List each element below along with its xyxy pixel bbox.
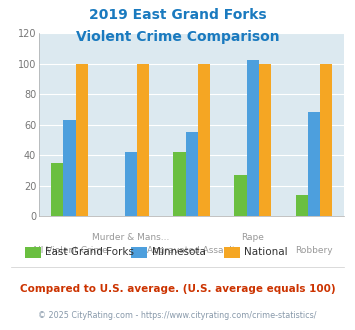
Bar bbox=[76, 63, 88, 216]
Bar bbox=[173, 152, 186, 216]
Bar bbox=[295, 195, 308, 216]
Bar bbox=[51, 163, 64, 216]
Text: East Grand Forks: East Grand Forks bbox=[45, 248, 134, 257]
Bar bbox=[308, 112, 320, 216]
Bar bbox=[125, 152, 137, 216]
Text: Murder & Mans...: Murder & Mans... bbox=[92, 233, 169, 242]
Text: All Violent Crime: All Violent Crime bbox=[32, 247, 108, 255]
Text: Minnesota: Minnesota bbox=[152, 248, 206, 257]
Text: Compared to U.S. average. (U.S. average equals 100): Compared to U.S. average. (U.S. average … bbox=[20, 284, 335, 294]
Text: Rape: Rape bbox=[241, 233, 264, 242]
Text: © 2025 CityRating.com - https://www.cityrating.com/crime-statistics/: © 2025 CityRating.com - https://www.city… bbox=[38, 311, 317, 320]
Text: Aggravated Assault: Aggravated Assault bbox=[147, 247, 236, 255]
Bar bbox=[247, 60, 259, 216]
Bar bbox=[64, 120, 76, 216]
Bar bbox=[259, 63, 271, 216]
Bar bbox=[320, 63, 332, 216]
Bar bbox=[234, 175, 247, 216]
Bar bbox=[198, 63, 210, 216]
Text: Robbery: Robbery bbox=[295, 247, 333, 255]
Bar bbox=[137, 63, 149, 216]
Text: Violent Crime Comparison: Violent Crime Comparison bbox=[76, 30, 279, 44]
Bar bbox=[186, 132, 198, 216]
Text: 2019 East Grand Forks: 2019 East Grand Forks bbox=[89, 8, 266, 22]
Text: National: National bbox=[244, 248, 288, 257]
